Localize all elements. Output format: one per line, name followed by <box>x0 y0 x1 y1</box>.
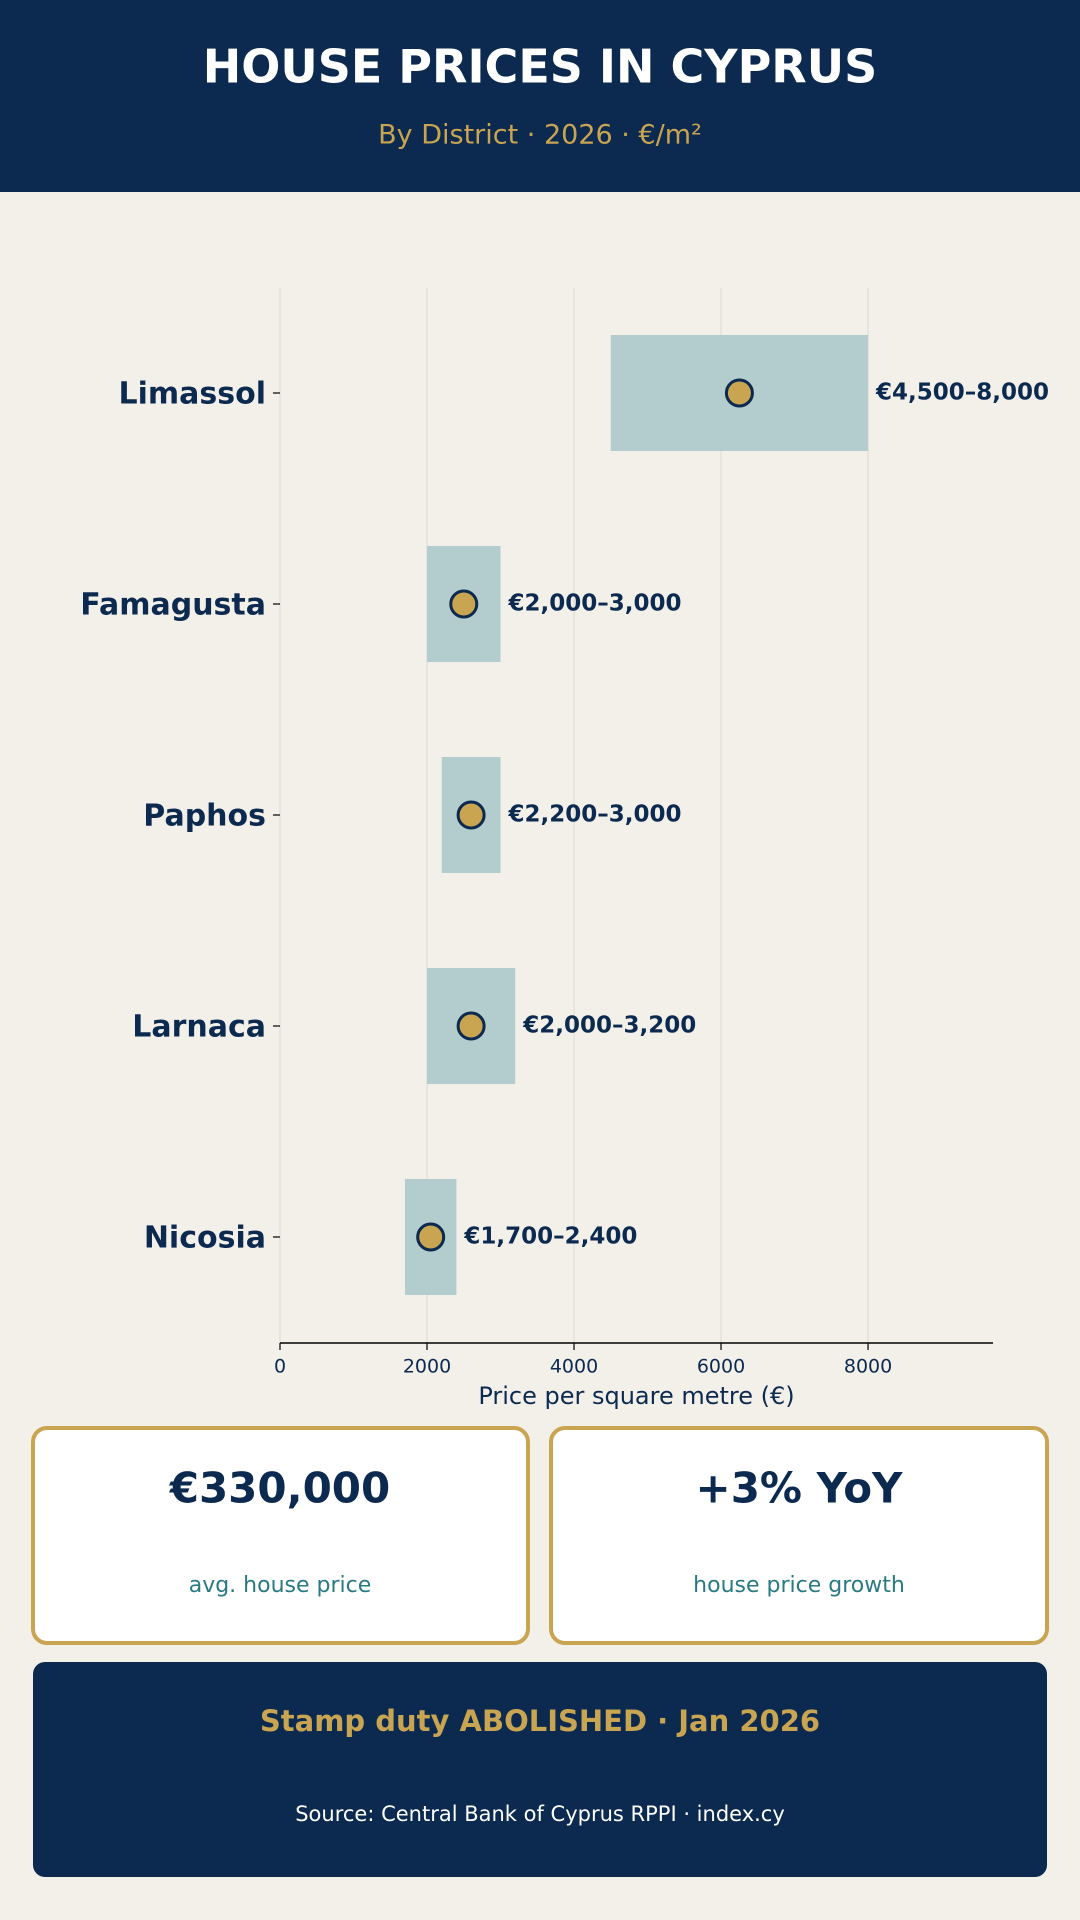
header <box>0 0 1080 192</box>
footer <box>33 1662 1047 1877</box>
x-tick-label: 4000 <box>550 1356 598 1378</box>
footer-source: Source: Central Bank of Cyprus RPPI · in… <box>295 1802 785 1826</box>
x-axis-label: Price per square metre (€) <box>478 1382 794 1410</box>
stat-card <box>31 1426 530 1645</box>
stat-value: +3% YoY <box>696 1464 904 1513</box>
midpoint-dot <box>449 589 479 619</box>
midpoint-dot <box>456 1011 486 1041</box>
x-tick-label: 2000 <box>403 1356 451 1378</box>
y-tick-label: Larnaca <box>132 1010 266 1045</box>
title: HOUSE PRICES IN CYPRUS <box>203 40 877 94</box>
midpoint-dot <box>724 378 754 408</box>
subtitle: By District · 2026 · €/m² <box>378 120 702 151</box>
y-tick-label: Paphos <box>143 799 266 834</box>
x-tick-label: 6000 <box>697 1356 745 1378</box>
midpoint-dot <box>416 1222 446 1252</box>
stat-value: €330,000 <box>169 1464 391 1513</box>
value-label: €2,200–3,000 <box>508 802 682 828</box>
stat-label: house price growth <box>693 1573 905 1598</box>
x-tick-label: 8000 <box>844 1356 892 1378</box>
value-label: €2,000–3,000 <box>508 591 682 617</box>
midpoint-dot <box>456 800 486 830</box>
value-label: €1,700–2,400 <box>463 1224 637 1250</box>
value-label: €4,500–8,000 <box>875 380 1049 406</box>
y-tick-label: Limassol <box>118 377 266 412</box>
footer-headline: Stamp duty ABOLISHED · Jan 2026 <box>260 1704 820 1738</box>
stat-card <box>549 1426 1049 1645</box>
y-tick-label: Famagusta <box>80 588 266 623</box>
y-tick-label: Nicosia <box>144 1221 266 1256</box>
stat-label: avg. house price <box>189 1573 372 1598</box>
x-tick-label: 0 <box>274 1356 286 1378</box>
chart: 0 2000 4000 6000 8000 Price per square metre … <box>80 288 1049 1410</box>
value-label: €2,000–3,200 <box>522 1013 696 1039</box>
